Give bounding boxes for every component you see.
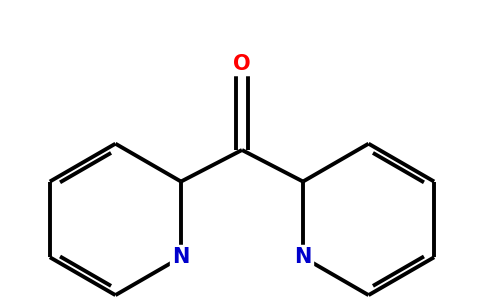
Text: N: N: [294, 247, 312, 267]
Text: N: N: [172, 247, 190, 267]
Text: O: O: [233, 54, 251, 74]
